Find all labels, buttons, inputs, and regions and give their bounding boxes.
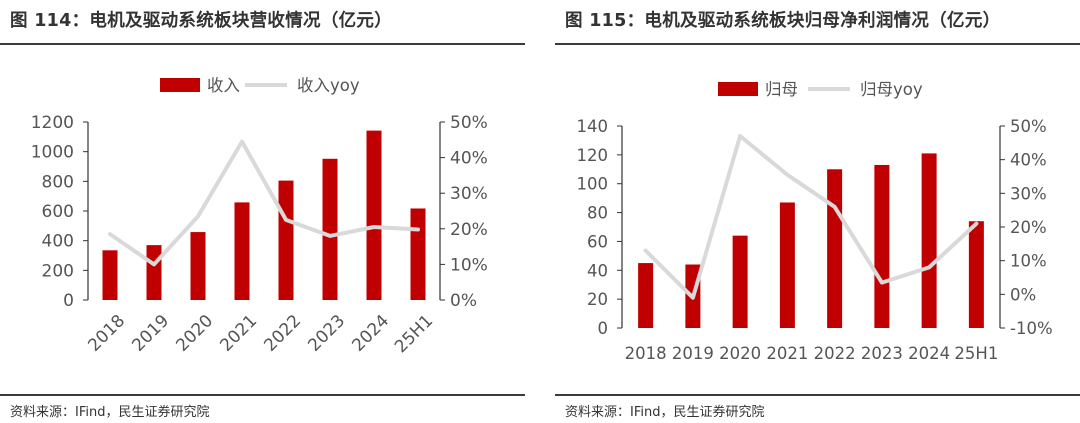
bar <box>366 130 382 300</box>
bar <box>146 245 162 300</box>
bar <box>322 158 338 300</box>
y-right-tick-label: 10% <box>1010 252 1047 271</box>
title-divider <box>0 43 525 45</box>
y-left-tick-label: 20 <box>587 290 608 309</box>
chart-panel-net-profit: 图 115：电机及驱动系统板块归母净利润情况（亿元） 归母 归母yoy 0 20 40 6… <box>555 0 1080 423</box>
bar <box>921 153 937 328</box>
y-right-tick-label: -10% <box>1010 319 1053 338</box>
y-right-tick-label: 20% <box>450 220 488 240</box>
y-left-tick-label: 40 <box>587 261 608 280</box>
legend-label-line: 归母yoy <box>860 80 923 99</box>
legend-label-line: 收入yoy <box>297 76 360 95</box>
x-tick-label: 2024 <box>908 344 950 363</box>
y-left-tick-label: 400 <box>42 232 74 252</box>
y-right-tick-label: 10% <box>450 255 488 275</box>
x-tick-label: 2024 <box>348 311 393 356</box>
y-right-tick-label: 20% <box>1010 218 1047 237</box>
y-right-tick-label: 30% <box>1010 184 1047 203</box>
title-divider <box>555 43 1080 45</box>
chart-panel-revenue: 图 114：电机及驱动系统板块营收情况（亿元） 收入 收入yoy 0 200 400 60… <box>0 0 525 423</box>
y-left-tick-label: 0 <box>63 291 74 311</box>
y-right-tick-label: 50% <box>1010 117 1047 136</box>
x-tick-label: 2019 <box>128 311 173 356</box>
legend-label-bar: 收入 <box>207 76 240 95</box>
chart-title: 图 115：电机及驱动系统板块归母净利润情况（亿元） <box>565 11 1001 31</box>
source-note: 资料来源：IFind，民生证券研究院 <box>565 405 765 420</box>
bar <box>779 202 795 328</box>
y-left-tick-label: 100 <box>577 175 609 194</box>
x-tick-label: 2018 <box>84 311 129 356</box>
bar <box>234 202 250 300</box>
source-divider <box>555 394 1080 396</box>
x-tick-label: 25H1 <box>954 344 998 363</box>
y-left-tick-label: 800 <box>42 172 74 192</box>
y-left-tick-label: 600 <box>42 202 74 222</box>
y-right-tick-label: 0% <box>450 291 477 311</box>
bar <box>638 263 654 328</box>
x-tick-label: 2020 <box>172 311 217 356</box>
x-tick-label: 2021 <box>766 344 808 363</box>
y-left-tick-label: 0 <box>598 319 609 338</box>
bar <box>827 169 843 328</box>
bar <box>968 221 984 328</box>
y-right-tick-label: 30% <box>450 184 488 204</box>
chart-title: 图 114：电机及驱动系统板块营收情况（亿元） <box>10 11 393 31</box>
x-tick-label: 2018 <box>625 344 667 363</box>
x-tick-label: 25H1 <box>391 311 437 357</box>
y-left-tick-label: 80 <box>587 204 608 223</box>
yoy-line <box>108 139 420 267</box>
revenue-chart: 收入 收入yoy 0 200 400 600 800 1000 1200 0% 10% 20% 30% 4… <box>31 76 488 357</box>
y-right-tick-label: 50% <box>450 113 488 133</box>
bar <box>410 208 426 300</box>
legend-label-bar: 归母 <box>765 80 798 99</box>
x-tick-label: 2019 <box>672 344 714 363</box>
x-tick-label: 2022 <box>814 344 856 363</box>
y-left-tick-label: 60 <box>587 232 608 251</box>
legend-swatch-bar <box>718 82 758 96</box>
bar <box>732 235 748 328</box>
source-divider <box>0 394 525 396</box>
y-left-tick-label: 140 <box>577 117 609 136</box>
yoy-line <box>643 134 979 300</box>
y-left-tick-label: 120 <box>577 146 609 165</box>
y-left-tick-label: 200 <box>42 261 74 281</box>
x-tick-label: 2023 <box>861 344 903 363</box>
y-right-tick-label: 0% <box>1010 285 1036 304</box>
x-tick-label: 2021 <box>216 311 261 356</box>
x-tick-label: 2023 <box>304 311 349 356</box>
source-note: 资料来源：IFind，民生证券研究院 <box>10 405 210 420</box>
x-tick-label: 2022 <box>260 311 305 356</box>
bar <box>102 250 118 300</box>
y-left-tick-label: 1200 <box>31 113 74 133</box>
bar <box>278 180 294 300</box>
legend-swatch-bar <box>160 78 200 92</box>
net-profit-chart: 归母 归母yoy 0 20 40 60 80 100 120 140 -10% 0% 10% 20% 30%… <box>577 80 1053 363</box>
y-right-tick-label: 40% <box>1010 151 1047 170</box>
bar <box>874 164 890 328</box>
bar <box>190 232 206 300</box>
y-right-tick-label: 40% <box>450 149 488 169</box>
y-left-tick-label: 1000 <box>31 143 74 163</box>
x-tick-label: 2020 <box>719 344 761 363</box>
